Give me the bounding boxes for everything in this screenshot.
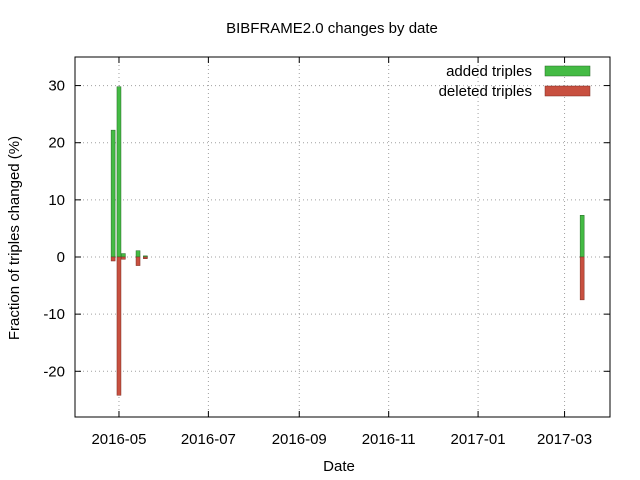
bar-deleted [121,256,126,260]
x-tick-label: 2017-03 [537,431,592,448]
x-axis-label: Date [323,458,355,475]
bar-added [121,253,126,258]
legend: added triples deleted triples [439,63,591,100]
legend-label: added triples [446,63,532,80]
bar-deleted [116,256,122,396]
y-tick-label: 10 [48,192,65,209]
y-tick-label: 20 [48,135,65,152]
bar-added [116,86,122,258]
x-tick-label: 2016-07 [181,431,236,448]
legend-label: deleted triples [439,83,532,100]
bar-deleted [143,256,148,259]
axis-ticks: -20 -10 0 10 20 30 2016-05 2016-07 2016-09 2016-1… [43,57,610,448]
x-tick-label: 2016-05 [91,431,146,448]
legend-swatch [544,65,591,77]
bar-deleted [110,256,116,262]
y-tick-label: 30 [48,78,65,95]
bar-added [110,129,116,258]
bars [110,86,585,396]
bar-deleted [135,256,141,266]
y-tick-label: 0 [57,249,65,266]
chart-title: BIBFRAME2.0 changes by date [226,20,438,37]
legend-swatch [544,85,591,97]
x-tick-label: 2016-09 [272,431,327,448]
grid [75,57,610,417]
y-tick-label: -10 [43,306,65,323]
y-axis-label: Fraction of triples changed (%) [6,136,23,340]
x-tick-label: 2016-11 [362,431,416,448]
plot-frame [74,56,611,418]
bar-added [135,250,141,258]
bar-added [579,215,585,258]
bar-deleted [579,256,585,301]
x-tick-label: 2017-01 [451,431,506,448]
y-tick-label: -20 [43,363,65,380]
